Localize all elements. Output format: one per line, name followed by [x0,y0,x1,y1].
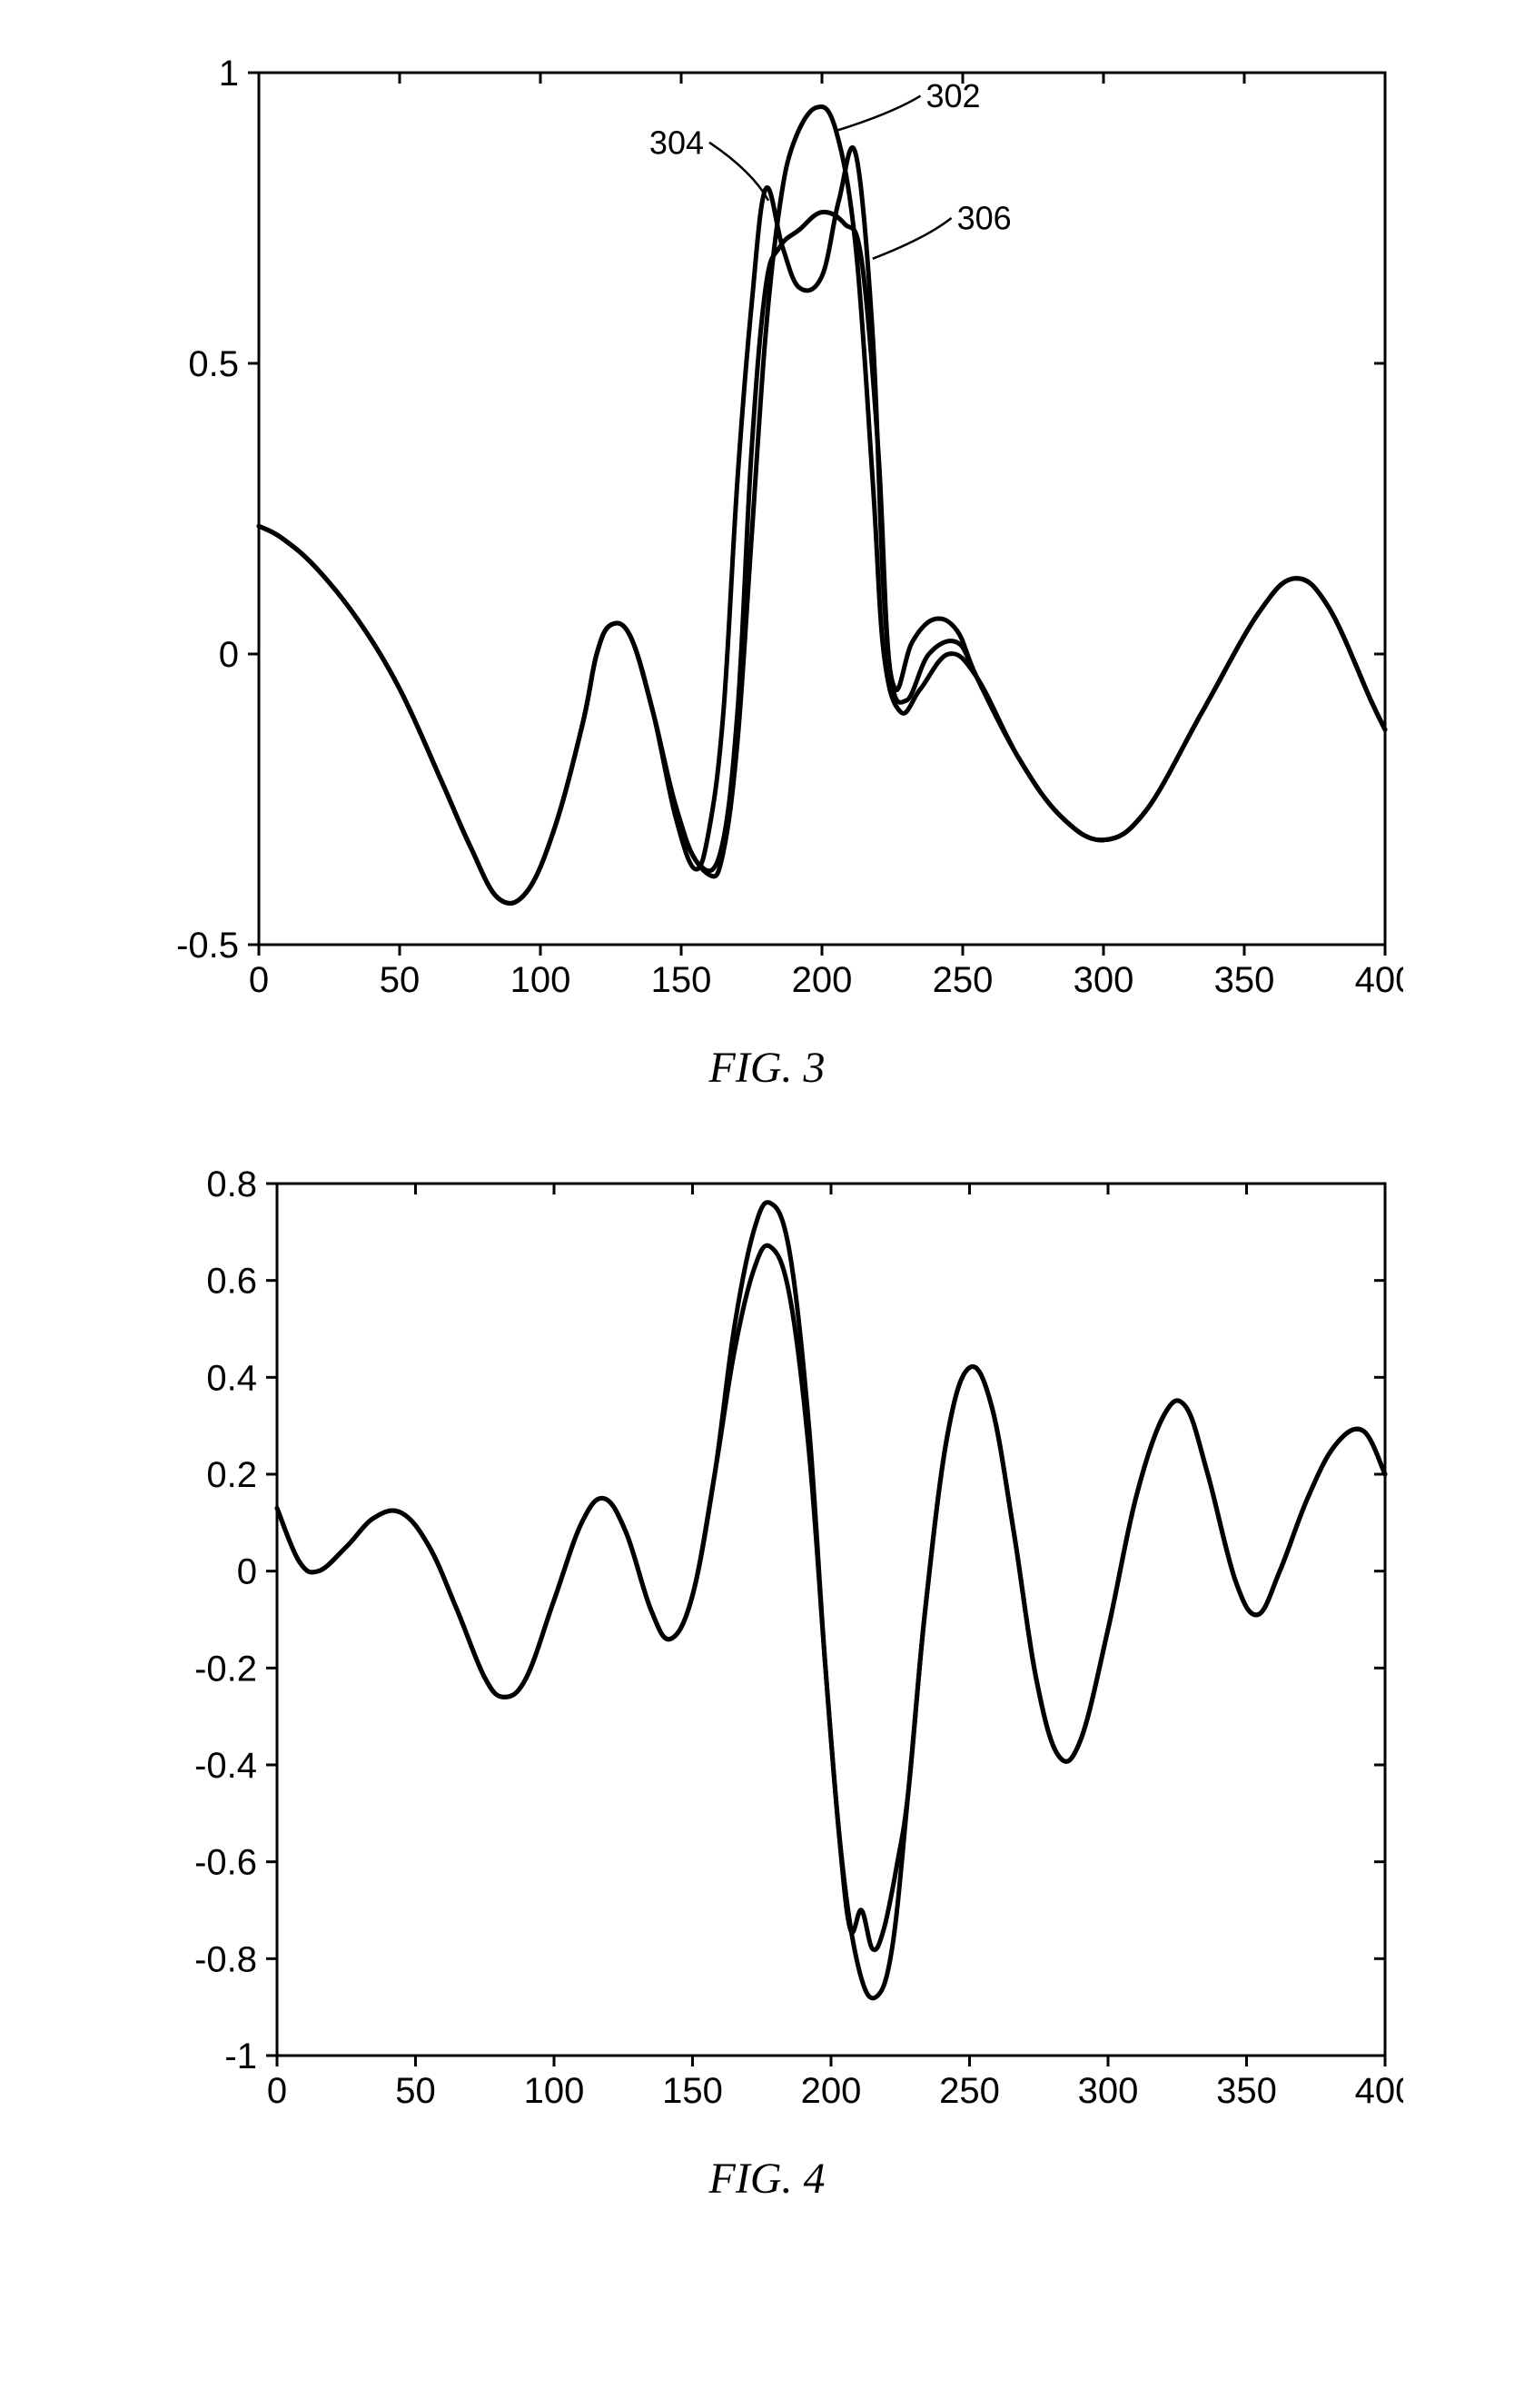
x-tick-label: 100 [523,2071,584,2111]
fig3-caption: FIG. 3 [132,1043,1403,1093]
fig4-container: 0 50 100 150 200 250 300 350 400 -1 -0.8 -0.6 -0.4 -0… [132,1147,1403,2204]
x-tick-label: 350 [1216,2071,1277,2111]
y-tick-label: -0.6 [194,1843,257,1883]
y-tick-label: 0 [218,635,238,675]
fig4-caption: FIG. 4 [132,2154,1403,2204]
y-tick-label: -1 [224,2036,257,2076]
y-tick-label: -0.8 [194,1939,257,1979]
x-tick-label: 250 [939,2071,1000,2111]
x-tick-label: 400 [1354,2071,1402,2111]
fig4-chart: 0 50 100 150 200 250 300 350 400 -1 -0.8 -0.6 -0.4 -0… [132,1147,1403,2146]
y-tick-label: 1 [218,54,238,94]
x-tick-label: 400 [1354,960,1402,1000]
y-tick-label: 0.6 [206,1262,257,1302]
x-tick-label: 100 [510,960,570,1000]
y-tick-label: -0.5 [176,926,239,966]
y-tick-label: -0.4 [194,1746,257,1786]
annotation-label: 304 [648,124,703,161]
y-tick-label: -0.2 [194,1649,257,1689]
x-tick-label: 150 [662,2071,723,2111]
x-tick-label: 250 [932,960,993,1000]
annotation-label: 306 [956,200,1011,237]
x-tick-label: 0 [266,2071,286,2111]
x-tick-label: 200 [800,2071,861,2111]
fig3-chart: 050100150200250300350400-0.500.513023043… [132,36,1403,1036]
y-tick-label: 0.5 [188,344,239,384]
y-tick-label: 0.4 [206,1358,257,1398]
y-tick-label: 0.8 [206,1164,257,1204]
x-tick-label: 50 [379,960,420,1000]
plot-box [277,1184,1385,2056]
y-tick-label: 0 [236,1552,256,1592]
fig3-container: 050100150200250300350400-0.500.513023043… [132,36,1403,1093]
annotation-label: 302 [925,77,980,114]
x-tick-label: 150 [650,960,711,1000]
x-tick-label: 350 [1213,960,1274,1000]
plot-box [259,73,1385,945]
x-tick-label: 50 [395,2071,436,2111]
x-tick-label: 0 [248,960,268,1000]
x-tick-label: 200 [791,960,852,1000]
x-tick-label: 300 [1077,2071,1138,2111]
x-tick-label: 300 [1073,960,1133,1000]
y-tick-label: 0.2 [206,1455,257,1495]
